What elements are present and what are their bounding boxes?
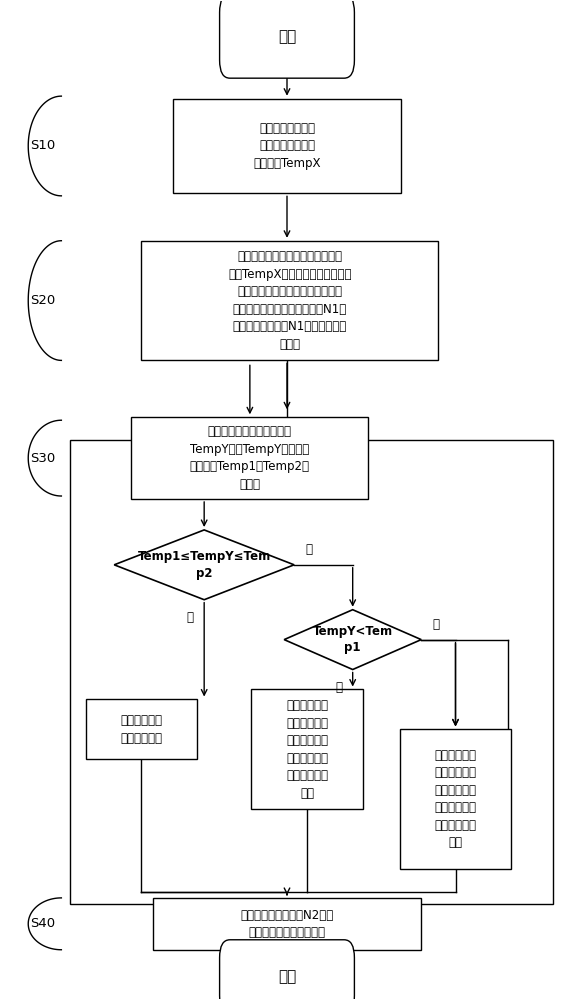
Text: 室外风机转速
档位不做调整: 室外风机转速 档位不做调整 <box>121 714 162 745</box>
Bar <box>141 241 439 360</box>
Polygon shape <box>284 610 421 670</box>
Text: 室外风机档位
上升一档，如
果已经达到调
节区间内的最
高档位值不再
调整: 室外风机档位 上升一档，如 果已经达到调 节区间内的最 高档位值不再 调整 <box>435 749 476 849</box>
Text: 结束: 结束 <box>278 969 296 984</box>
Text: TempY<Tem
p1: TempY<Tem p1 <box>313 625 393 654</box>
Bar <box>400 729 511 869</box>
Text: 检测室外冷凝器盘管温度值
TempY，将TempY与预设的
参考温度Temp1和Temp2进
行比较: 检测室外冷凝器盘管温度值 TempY，将TempY与预设的 参考温度Temp1和… <box>190 425 310 491</box>
Text: S30: S30 <box>30 452 55 465</box>
Text: 根据转速调整档位值N2控制
室外风机按对应转速运行: 根据转速调整档位值N2控制 室外风机按对应转速运行 <box>241 909 333 939</box>
Bar <box>251 689 363 809</box>
Bar <box>131 417 369 499</box>
Text: 是: 是 <box>335 681 342 694</box>
FancyBboxPatch shape <box>220 940 354 1000</box>
Text: 开始: 开始 <box>278 29 296 44</box>
Bar <box>153 898 421 950</box>
Text: S10: S10 <box>30 139 55 152</box>
Text: S20: S20 <box>30 294 55 307</box>
Text: 室外风机档位
降低一档，如
果已经达到调
节区间内的最
低档位值不再
调整: 室外风机档位 降低一档，如 果已经达到调 节区间内的最 低档位值不再 调整 <box>286 699 328 800</box>
Text: 在室外风机运转时根据室外环境温
度值TempX确定室外风机转速的调
节区间，输出控制指令确定室外风
机在调节区间中的初始档位值N1，
并控制室外风机按N1档位的: 在室外风机运转时根据室外环境温 度值TempX确定室外风机转速的调 节区间，输出… <box>228 250 352 351</box>
Bar <box>86 699 197 759</box>
Text: Temp1≤TempY≤Tem
p2: Temp1≤TempY≤Tem p2 <box>138 550 271 580</box>
Text: 否: 否 <box>432 618 439 631</box>
FancyBboxPatch shape <box>220 0 354 78</box>
Text: 是: 是 <box>187 611 193 624</box>
Bar <box>173 99 401 193</box>
Text: 否: 否 <box>305 543 312 556</box>
Polygon shape <box>114 530 294 600</box>
Text: S40: S40 <box>30 917 55 930</box>
Text: 在空调器室外风机
运转时检测室外环
境温度值TempX: 在空调器室外风机 运转时检测室外环 境温度值TempX <box>253 122 321 170</box>
Bar <box>70 440 553 904</box>
